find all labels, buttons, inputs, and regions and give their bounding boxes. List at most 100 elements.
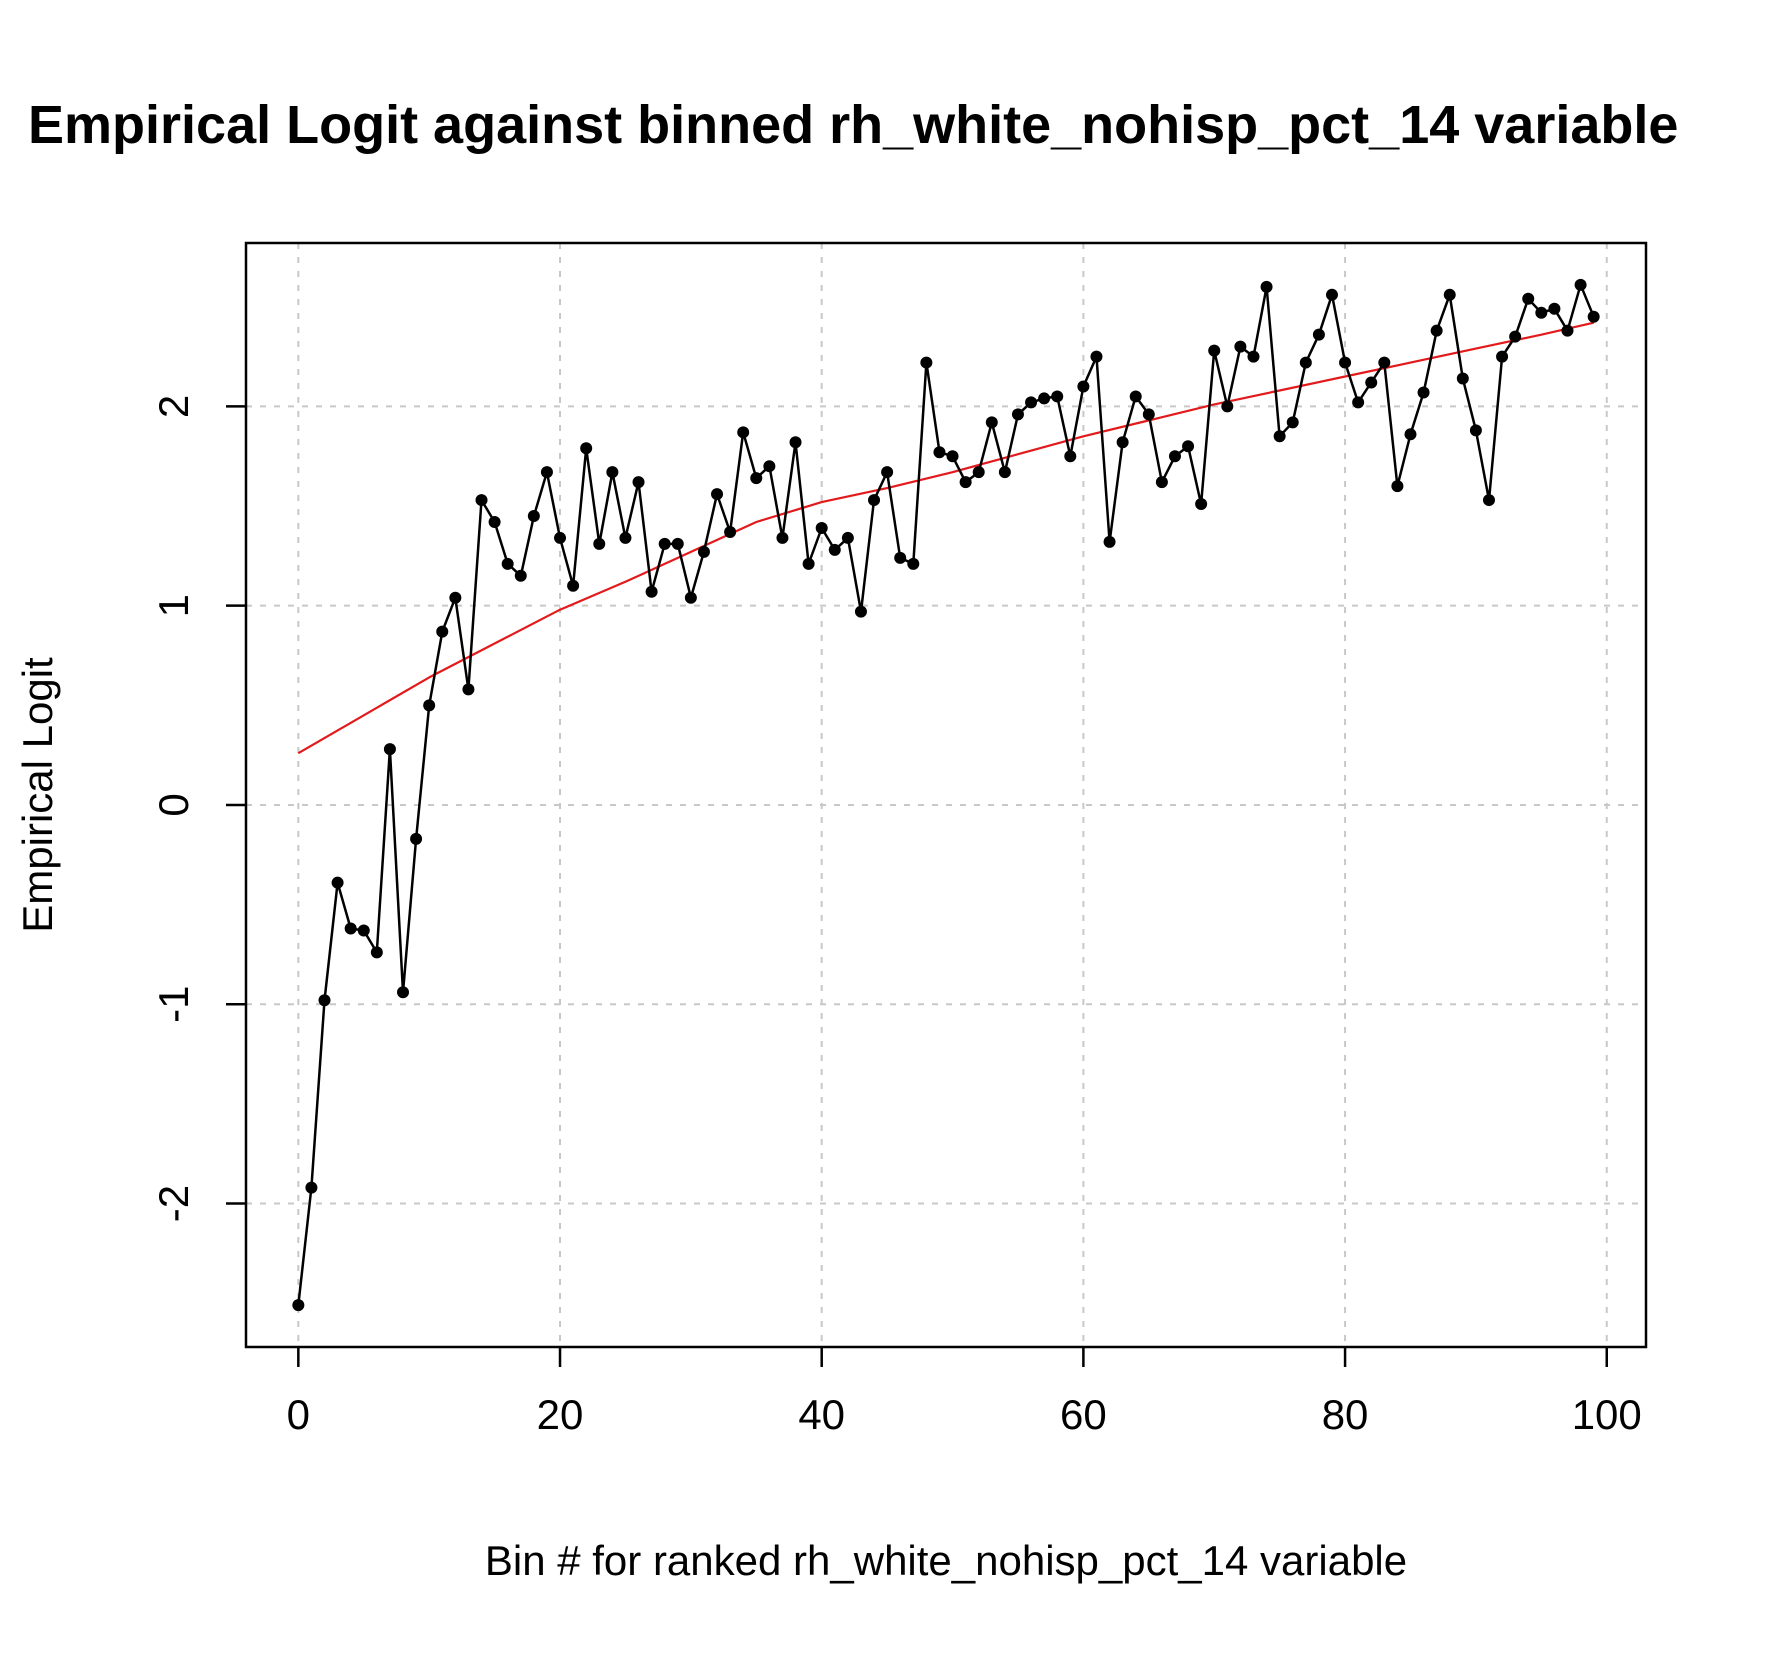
data-point — [619, 531, 632, 544]
data-point — [1535, 306, 1548, 319]
data-point — [737, 426, 750, 439]
data-point — [1391, 480, 1404, 493]
data-point — [711, 488, 724, 501]
x-tick-label: 0 — [287, 1391, 310, 1438]
data-point — [1561, 324, 1574, 337]
data-point — [684, 591, 697, 604]
data-point — [946, 450, 959, 463]
data-point — [449, 591, 462, 604]
y-tick-label: -2 — [150, 1185, 197, 1222]
data-point — [1051, 390, 1064, 403]
y-axis-label: Empirical Logit — [14, 657, 61, 933]
data-point — [724, 525, 737, 538]
data-point — [1430, 324, 1443, 337]
data-point — [1221, 400, 1234, 413]
data-point — [1587, 310, 1600, 323]
data-point — [645, 585, 658, 598]
data-point — [593, 537, 606, 550]
data-point — [606, 466, 619, 479]
data-point — [331, 876, 344, 889]
data-point — [1064, 450, 1077, 463]
data-point — [475, 494, 488, 507]
data-point — [632, 476, 645, 489]
data-point — [1234, 340, 1247, 353]
data-point — [907, 557, 920, 570]
data-point — [894, 551, 907, 564]
data-point — [1574, 278, 1587, 291]
data-point — [1116, 436, 1129, 449]
data-point — [671, 537, 684, 550]
data-point — [1378, 356, 1391, 369]
data-point — [854, 605, 867, 618]
data-point — [1496, 350, 1509, 363]
data-point — [370, 946, 383, 959]
data-point — [750, 472, 763, 485]
data-point — [1522, 292, 1535, 305]
data-point — [1025, 396, 1038, 409]
data-point — [972, 466, 985, 479]
data-point — [1129, 390, 1142, 403]
empirical-logit-line — [297, 283, 1595, 1306]
data-point — [1038, 392, 1051, 405]
data-point — [1443, 288, 1456, 301]
chart-title: Empirical Logit against binned rh_white_… — [28, 95, 1678, 155]
data-point — [501, 557, 514, 570]
data-point — [998, 466, 1011, 479]
x-axis-label: Bin # for ranked rh_white_nohisp_pct_14 … — [485, 1537, 1407, 1584]
data-point — [1286, 416, 1299, 429]
data-line-layer — [297, 283, 1595, 1306]
data-point — [1182, 440, 1195, 453]
data-point — [841, 531, 854, 544]
data-point — [776, 531, 789, 544]
data-point — [1509, 330, 1522, 343]
data-point — [436, 625, 449, 638]
smoothed-trend-line — [297, 321, 1594, 755]
data-point — [868, 494, 881, 507]
data-point — [1273, 430, 1286, 443]
data-point — [802, 557, 815, 570]
axes-layer: 0 20 40 60 80 100 -2 -1 0 1 2 — [150, 395, 1642, 1438]
data-point — [658, 537, 671, 550]
x-tick-label: 40 — [798, 1391, 845, 1438]
data-point — [959, 476, 972, 489]
data-points-layer — [292, 278, 1600, 1312]
data-point — [1417, 386, 1430, 399]
data-point — [462, 683, 475, 696]
data-point — [763, 460, 776, 473]
data-point — [580, 442, 593, 455]
data-point — [985, 416, 998, 429]
data-point — [357, 924, 370, 937]
data-point — [881, 466, 894, 479]
data-point — [815, 521, 828, 534]
data-point — [344, 922, 357, 935]
y-tick-label: 2 — [150, 395, 197, 418]
data-point — [514, 569, 527, 582]
data-point — [1208, 344, 1221, 357]
data-point — [1548, 302, 1561, 315]
data-point — [318, 994, 331, 1007]
data-point — [1482, 494, 1495, 507]
data-point — [1325, 288, 1338, 301]
data-point — [397, 986, 410, 999]
data-point — [1312, 328, 1325, 341]
data-point — [828, 543, 841, 556]
data-point — [527, 510, 540, 523]
data-point — [305, 1181, 318, 1194]
data-point — [1090, 350, 1103, 363]
x-tick-label: 100 — [1572, 1391, 1642, 1438]
data-point — [383, 743, 396, 756]
data-point — [1299, 356, 1312, 369]
y-tick-label: 1 — [150, 594, 197, 617]
data-point — [1404, 428, 1417, 441]
data-point — [697, 545, 710, 558]
data-point — [1247, 350, 1260, 363]
data-point — [410, 832, 423, 845]
data-point — [1011, 408, 1024, 421]
data-point — [1260, 280, 1273, 293]
data-point — [1469, 424, 1482, 437]
data-point — [1365, 376, 1378, 389]
data-point — [1077, 380, 1090, 393]
data-point — [1142, 408, 1155, 421]
data-point — [1352, 396, 1365, 409]
